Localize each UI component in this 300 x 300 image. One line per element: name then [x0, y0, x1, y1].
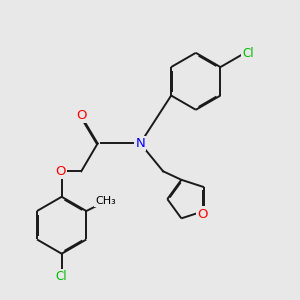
Text: O: O	[55, 165, 65, 178]
Text: N: N	[135, 137, 145, 150]
Text: Cl: Cl	[242, 47, 254, 60]
Text: O: O	[76, 109, 86, 122]
Text: O: O	[197, 208, 208, 221]
Text: Cl: Cl	[56, 270, 68, 283]
Text: CH₃: CH₃	[96, 196, 116, 206]
